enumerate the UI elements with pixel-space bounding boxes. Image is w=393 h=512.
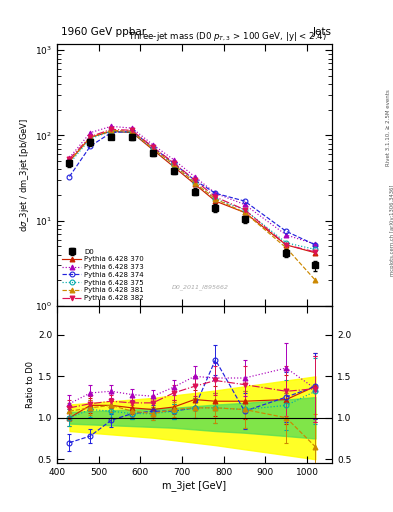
Pythia 6.428 382 [171, 160, 176, 166]
Pythia 6.428 381 [130, 128, 134, 134]
Pythia 6.428 381 [151, 145, 155, 152]
Pythia 6.428 370 [192, 181, 197, 187]
Pythia 6.428 375 [88, 136, 93, 142]
Pythia 6.428 375 [192, 180, 197, 186]
Pythia 6.428 382 [284, 242, 288, 248]
Text: 1960 GeV ppbar: 1960 GeV ppbar [61, 27, 146, 37]
Pythia 6.428 381 [284, 245, 288, 251]
Pythia 6.428 370 [284, 242, 288, 248]
Pythia 6.428 374 [130, 128, 134, 134]
Pythia 6.428 374 [171, 160, 176, 166]
Pythia 6.428 381 [171, 161, 176, 167]
Pythia 6.428 373 [88, 130, 93, 136]
Pythia 6.428 375 [242, 206, 247, 212]
Pythia 6.428 374 [213, 190, 218, 196]
Pythia 6.428 382 [67, 156, 72, 162]
Text: D0_2011_I895662: D0_2011_I895662 [171, 285, 229, 290]
Pythia 6.428 370 [130, 130, 134, 136]
Pythia 6.428 382 [130, 127, 134, 134]
Pythia 6.428 374 [151, 144, 155, 150]
Pythia 6.428 375 [213, 196, 218, 202]
Pythia 6.428 374 [88, 143, 93, 149]
Pythia 6.428 375 [313, 246, 318, 252]
Pythia 6.428 373 [151, 142, 155, 148]
Pythia 6.428 381 [313, 277, 318, 283]
Text: mcplots.cern.ch [arXiv:1306.3436]: mcplots.cern.ch [arXiv:1306.3436] [390, 185, 393, 276]
Pythia 6.428 373 [192, 174, 197, 180]
Y-axis label: d$\sigma$_3jet / dm_3jet [pb/GeV]: d$\sigma$_3jet / dm_3jet [pb/GeV] [18, 118, 31, 232]
Pythia 6.428 370 [109, 128, 114, 134]
Pythia 6.428 370 [213, 198, 218, 204]
Pythia 6.428 375 [151, 145, 155, 152]
Pythia 6.428 373 [130, 125, 134, 131]
Pythia 6.428 375 [67, 160, 72, 166]
Pythia 6.428 382 [213, 194, 218, 200]
Pythia 6.428 381 [242, 209, 247, 216]
Pythia 6.428 370 [67, 158, 72, 164]
Pythia 6.428 373 [213, 190, 218, 196]
Pythia 6.428 382 [192, 177, 197, 183]
Pythia 6.428 374 [67, 174, 72, 180]
X-axis label: m_3jet [GeV]: m_3jet [GeV] [162, 480, 227, 491]
Pythia 6.428 370 [242, 209, 247, 216]
Pythia 6.428 374 [242, 198, 247, 204]
Line: Pythia 6.428 375: Pythia 6.428 375 [67, 129, 318, 252]
Line: Pythia 6.428 374: Pythia 6.428 374 [67, 129, 318, 247]
Pythia 6.428 375 [130, 130, 134, 136]
Pythia 6.428 374 [284, 228, 288, 234]
Text: Jets: Jets [312, 27, 331, 37]
Pythia 6.428 373 [67, 155, 72, 161]
Pythia 6.428 374 [192, 177, 197, 183]
Pythia 6.428 381 [109, 127, 114, 134]
Pythia 6.428 375 [284, 240, 288, 246]
Pythia 6.428 370 [88, 134, 93, 140]
Pythia 6.428 374 [313, 242, 318, 248]
Pythia 6.428 373 [313, 241, 318, 247]
Pythia 6.428 381 [88, 134, 93, 140]
Pythia 6.428 375 [171, 162, 176, 168]
Pythia 6.428 382 [313, 249, 318, 255]
Line: Pythia 6.428 382: Pythia 6.428 382 [67, 127, 318, 254]
Pythia 6.428 373 [242, 201, 247, 207]
Legend: D0, Pythia 6.428 370, Pythia 6.428 373, Pythia 6.428 374, Pythia 6.428 375, Pyth: D0, Pythia 6.428 370, Pythia 6.428 373, … [61, 247, 145, 303]
Pythia 6.428 370 [151, 146, 155, 153]
Pythia 6.428 381 [192, 180, 197, 186]
Pythia 6.428 381 [67, 158, 72, 164]
Line: Pythia 6.428 373: Pythia 6.428 373 [67, 124, 318, 247]
Text: Three-jet mass (D0 $p_{T,3}$ > 100 GeV, |y| < 2.4): Three-jet mass (D0 $p_{T,3}$ > 100 GeV, … [128, 31, 327, 44]
Pythia 6.428 373 [109, 123, 114, 130]
Pythia 6.428 374 [109, 130, 114, 136]
Pythia 6.428 382 [151, 144, 155, 150]
Y-axis label: Ratio to D0: Ratio to D0 [26, 361, 35, 408]
Pythia 6.428 373 [284, 232, 288, 238]
Pythia 6.428 382 [88, 134, 93, 140]
Pythia 6.428 370 [313, 250, 318, 256]
Pythia 6.428 381 [213, 196, 218, 202]
Text: Rivet 3.1.10, ≥ 2.5M events: Rivet 3.1.10, ≥ 2.5M events [386, 90, 391, 166]
Pythia 6.428 373 [171, 157, 176, 163]
Pythia 6.428 382 [109, 126, 114, 133]
Pythia 6.428 370 [171, 164, 176, 170]
Line: Pythia 6.428 381: Pythia 6.428 381 [67, 128, 318, 283]
Pythia 6.428 382 [242, 206, 247, 212]
Pythia 6.428 375 [109, 128, 114, 134]
Line: Pythia 6.428 370: Pythia 6.428 370 [67, 129, 318, 255]
